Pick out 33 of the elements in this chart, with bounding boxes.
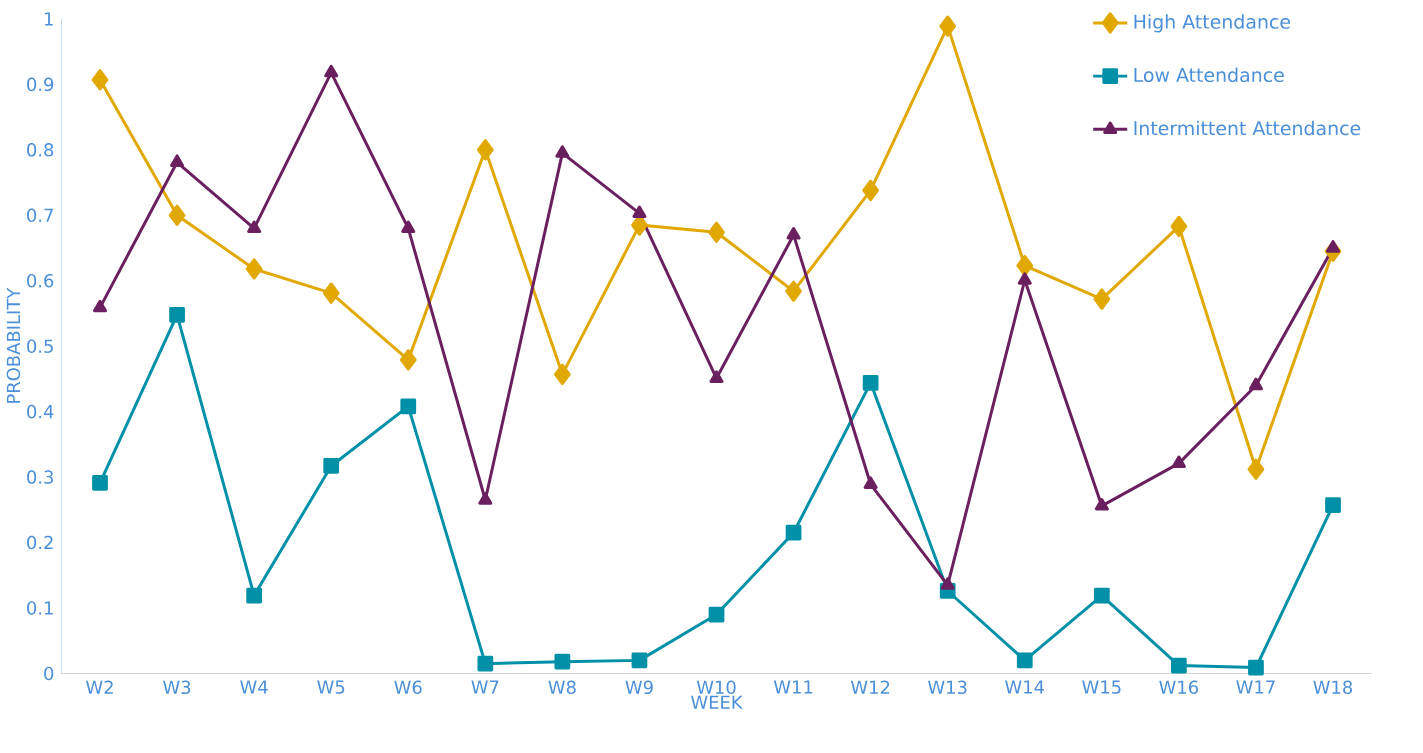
y-tick-label: 0.8 — [27, 142, 54, 157]
x-tick-label: W17 — [1236, 680, 1275, 694]
y-tick-label: 0.7 — [27, 208, 53, 222]
y-tick-label: 0 — [44, 666, 54, 681]
x-axis-title: WEEK — [691, 695, 743, 709]
x-tick-label: W12 — [850, 680, 890, 694]
x-tick-label: W4 — [240, 680, 268, 694]
x-tick-label: W11 — [773, 680, 813, 694]
x-tick-label: W8 — [548, 680, 576, 694]
y-tick-label: 0.3 — [27, 470, 53, 484]
x-tick-label: W7 — [471, 680, 499, 694]
x-tick-label: W14 — [1005, 680, 1045, 694]
y-axis-title: PROBABILITY — [6, 287, 21, 403]
x-tick-label: W5 — [317, 680, 345, 694]
y-tick-label: 0.5 — [27, 339, 53, 353]
x-tick-label: W18 — [1313, 680, 1353, 694]
x-tick-label: W3 — [163, 680, 191, 694]
y-tick-label: 0.1 — [27, 601, 53, 615]
x-tick-label: W16 — [1159, 680, 1199, 694]
x-tick-label: W13 — [928, 680, 967, 694]
x-tick-label: W10 — [696, 680, 736, 694]
legend-label: High Attendance — [1134, 14, 1291, 33]
legend-label: Intermittent Attendance — [1134, 120, 1361, 136]
y-tick-label: 0.2 — [27, 535, 53, 550]
y-tick-label: 0.6 — [27, 273, 54, 288]
legend-label: Low Attendance — [1134, 67, 1284, 83]
x-tick-label: W2 — [86, 680, 113, 694]
x-tick-label: W9 — [625, 680, 653, 694]
x-tick-label: W6 — [394, 680, 422, 694]
x-tick-label: W15 — [1082, 680, 1121, 694]
y-tick-label: 0.4 — [27, 404, 54, 419]
y-tick-label: 1 — [44, 12, 53, 26]
y-tick-label: 0.9 — [27, 77, 54, 92]
